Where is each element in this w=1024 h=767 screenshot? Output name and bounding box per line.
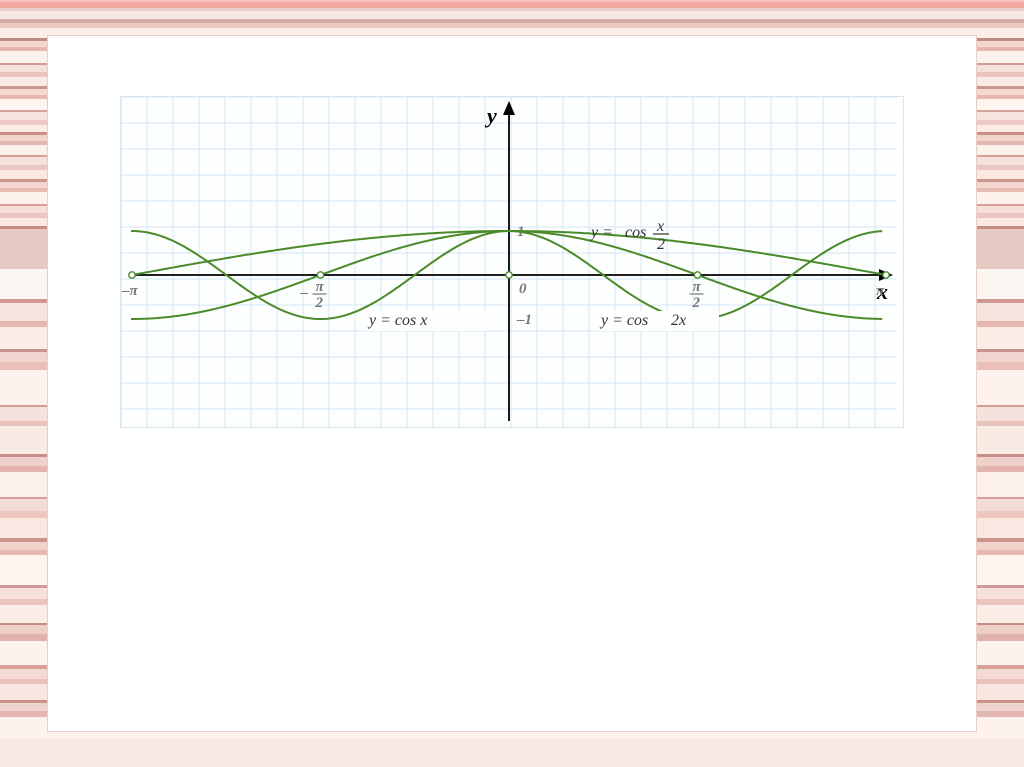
cosine-chart: yx1–1–π–π20π2πy =cosx2y = cos xy = cos 2… [121, 97, 897, 427]
svg-text:2: 2 [315, 295, 324, 311]
svg-text:2: 2 [657, 236, 665, 253]
svg-text:y = cos x: y = cos x [367, 312, 427, 329]
svg-text:y: y [484, 103, 497, 128]
svg-text:π: π [316, 279, 325, 295]
svg-text:2: 2 [691, 295, 700, 311]
svg-text:cos: cos [625, 224, 646, 241]
chart-container: yx1–1–π–π20π2πy =cosx2y = cos xy = cos 2… [120, 96, 904, 428]
svg-text:π: π [692, 279, 701, 295]
svg-text:x: x [656, 218, 664, 235]
svg-text:π: π [876, 283, 885, 299]
svg-text:–π: –π [121, 283, 139, 299]
svg-text:y =: y = [589, 224, 613, 241]
svg-text:–1: –1 [516, 312, 532, 328]
svg-text:–: – [300, 285, 309, 301]
svg-text:0: 0 [519, 281, 527, 297]
slide-frame: yx1–1–π–π20π2πy =cosx2y = cos xy = cos 2… [48, 36, 976, 731]
svg-text:2x: 2x [671, 312, 686, 329]
svg-text:y = cos: y = cos [599, 312, 648, 329]
